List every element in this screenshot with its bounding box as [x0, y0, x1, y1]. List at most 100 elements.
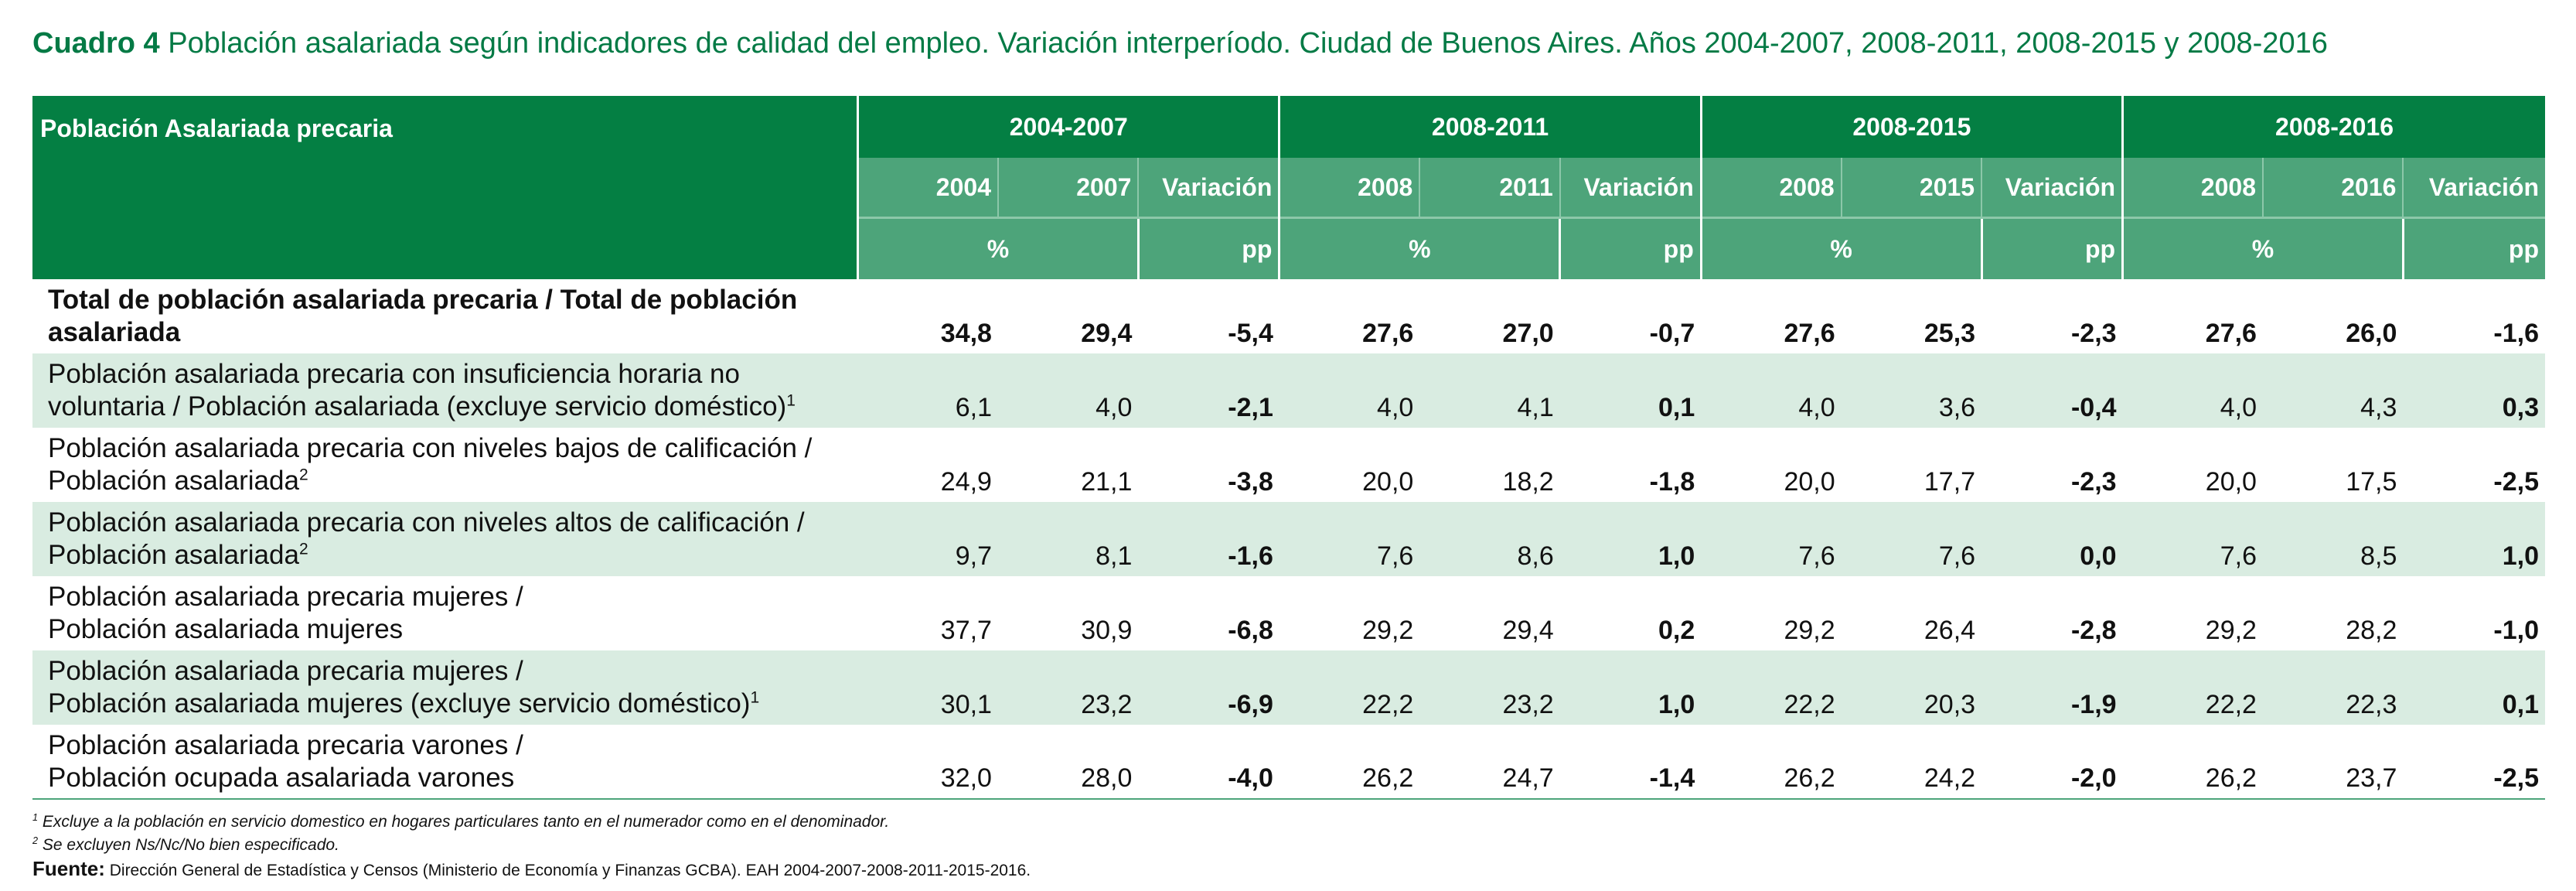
row-label: Total de población asalariada precaria /… — [32, 279, 858, 353]
value-cell: 7,6 — [1701, 502, 1842, 576]
variation-cell: -2,5 — [2403, 725, 2545, 800]
row-label-line1: Población asalariada precaria con nivele… — [48, 433, 813, 463]
value-cell: 23,2 — [997, 650, 1139, 725]
variation-cell: 1,0 — [1559, 502, 1702, 576]
year-header: 2004 — [857, 158, 998, 218]
value-cell: 7,6 — [2122, 502, 2263, 576]
variation-cell: -1,0 — [2493, 616, 2539, 645]
page-title: Cuadro 4 Población asalariada según indi… — [32, 22, 2576, 65]
variation-cell: -1,8 — [1649, 467, 1695, 497]
value-cell: 27,0 — [1502, 319, 1554, 348]
variation-cell: -6,8 — [1228, 616, 1273, 645]
value-cell: 29,2 — [2205, 616, 2257, 645]
footnote-mark: 1 — [786, 391, 796, 410]
value-cell: 27,6 — [1784, 319, 1835, 348]
variation-cell: 0,2 — [1658, 616, 1695, 645]
footnote-1: 1 Excluye a la población en servicio dom… — [32, 811, 2576, 834]
row-label-line1: Población asalariada precaria mujeres / — [48, 656, 523, 686]
variation-cell: -2,1 — [1138, 353, 1279, 428]
variation-header: Variación — [1137, 158, 1279, 218]
row-label-line2: Población asalariada — [48, 466, 299, 496]
variation-cell: 1,0 — [2403, 502, 2545, 576]
source-label: Fuente: — [32, 857, 105, 880]
row-label-line2: Población ocupada asalariada varones — [48, 762, 515, 793]
variation-cell: -2,3 — [2070, 319, 2117, 348]
variation-cell: -6,9 — [1138, 650, 1279, 725]
table-row: Población asalariada precaria varones / P… — [32, 725, 2545, 800]
year-header: 2008 — [1278, 158, 1420, 218]
variation-cell: 0,1 — [1559, 353, 1702, 428]
value-cell: 26,0 — [2346, 319, 2397, 348]
data-table: Población Asalariada precaria 2004-2007 … — [32, 96, 2545, 800]
variation-cell: -1,6 — [1138, 502, 1279, 576]
table-row: Total de población asalariada precaria /… — [32, 279, 2545, 353]
value-cell: 6,1 — [857, 353, 998, 428]
value-cell: 22,2 — [2122, 650, 2263, 725]
unit-pp-header: pp — [1980, 217, 2123, 279]
table-row: Población asalariada precaria mujeres / P… — [32, 650, 2545, 725]
value-cell: 27,6 — [1362, 319, 1414, 348]
variation-cell: -4,0 — [1138, 725, 1279, 800]
variation-cell: 1,0 — [1559, 650, 1702, 725]
value-cell: 22,2 — [1701, 650, 1842, 725]
row-label-line1: Población asalariada precaria varones / — [48, 729, 523, 760]
value-cell: 24,9 — [940, 467, 992, 497]
row-label: Población asalariada precaria mujeres / P… — [32, 576, 858, 650]
value-cell: 30,1 — [857, 650, 998, 725]
row-label: Población asalariada precaria varones / P… — [32, 725, 858, 800]
row-label-line2: voluntaria / Población asalariada (exclu… — [48, 391, 787, 422]
value-cell: 22,3 — [2262, 650, 2404, 725]
variation-cell: 0,3 — [2403, 353, 2545, 428]
row-label-line2: Población asalariada mujeres — [48, 614, 404, 644]
footnote-mark: 2 — [298, 540, 308, 558]
variation-cell: -2,0 — [1981, 725, 2123, 800]
variation-cell: -5,4 — [1228, 319, 1273, 348]
row-label-line2: asalariada — [48, 317, 181, 347]
value-cell: 22,2 — [1279, 650, 1420, 725]
value-cell: 4,0 — [1279, 353, 1420, 428]
value-cell: 8,1 — [997, 502, 1139, 576]
variation-header: Variación — [1559, 158, 1702, 218]
value-cell: 8,6 — [1419, 502, 1560, 576]
value-cell: 25,3 — [1923, 319, 1976, 348]
row-label: Población asalariada precaria con insufi… — [32, 353, 858, 428]
variation-cell: -1,6 — [2493, 319, 2539, 348]
row-label: Población asalariada precaria mujeres / P… — [32, 650, 858, 725]
row-label-line1: Total de población asalariada precaria /… — [48, 285, 798, 315]
value-cell: 23,7 — [2262, 725, 2404, 800]
value-cell: 20,0 — [1784, 467, 1835, 497]
value-cell: 21,1 — [1081, 467, 1133, 497]
variation-cell: -3,8 — [1228, 467, 1273, 497]
value-cell: 26,2 — [1701, 725, 1842, 800]
value-cell: 26,4 — [1923, 616, 1976, 645]
footnote-1-mark: 1 — [32, 812, 39, 823]
row-label-line2: Población asalariada — [48, 540, 299, 570]
unit-percent-header: % — [1699, 217, 1982, 279]
table-row: Población asalariada precaria mujeres / P… — [32, 576, 2545, 650]
period-header: 2008-2011 — [1278, 96, 1702, 158]
value-cell: 37,7 — [940, 616, 992, 645]
value-cell: 34,8 — [940, 319, 992, 348]
value-cell: 20,3 — [1841, 650, 1982, 725]
row-label-line2: Población asalariada mujeres (excluye se… — [48, 688, 751, 719]
value-cell: 4,0 — [1701, 353, 1842, 428]
source-text: Dirección General de Estadística y Censo… — [109, 862, 1031, 879]
value-cell: 29,4 — [1081, 319, 1133, 348]
footnote-mark: 2 — [298, 466, 308, 484]
value-cell: 30,9 — [1081, 616, 1133, 645]
variation-cell: -2,5 — [2493, 467, 2539, 497]
year-header: 2015 — [1840, 158, 1982, 218]
table-row: Población asalariada precaria con insufi… — [32, 353, 2545, 428]
unit-percent-header: % — [857, 217, 1139, 279]
variation-cell: 0,0 — [1981, 502, 2123, 576]
table-row: Población asalariada precaria con nivele… — [32, 502, 2545, 576]
value-cell: 9,7 — [857, 502, 998, 576]
value-cell: 20,0 — [1362, 467, 1414, 497]
variation-cell: -2,8 — [2070, 616, 2117, 645]
variation-cell: -1,9 — [1981, 650, 2123, 725]
title-prefix: Cuadro 4 — [32, 27, 160, 60]
value-cell: 26,2 — [1279, 725, 1420, 800]
variation-cell: 0,1 — [2403, 650, 2545, 725]
corner-header: Población Asalariada precaria — [32, 96, 858, 279]
